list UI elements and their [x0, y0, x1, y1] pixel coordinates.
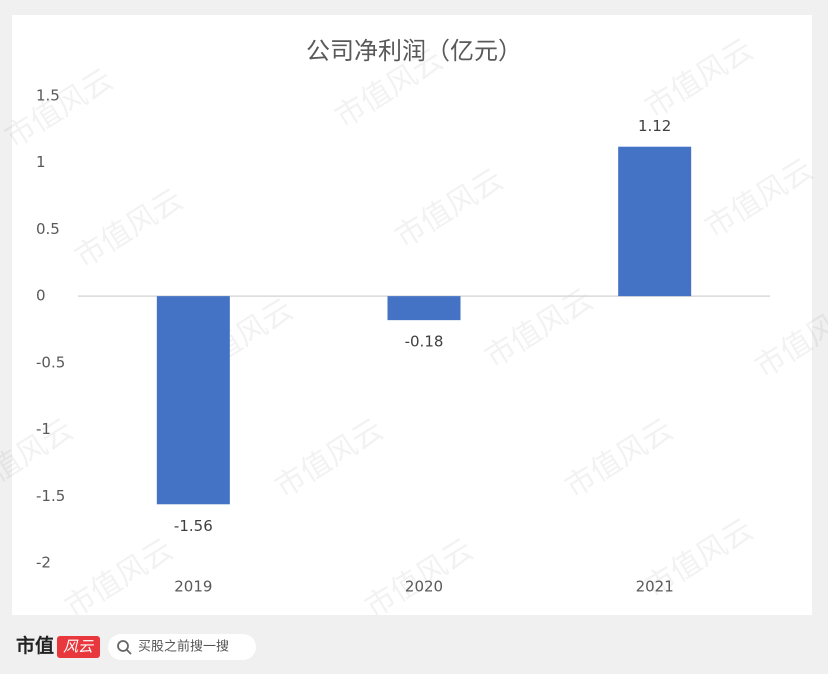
data-label: 1.12: [638, 117, 671, 135]
y-tick-label: 1: [36, 153, 46, 171]
chart-title: 公司净利润（亿元）: [306, 37, 522, 65]
y-tick-label: -1: [36, 420, 51, 438]
bar: [618, 146, 692, 297]
data-label: -0.18: [405, 333, 444, 351]
search-box[interactable]: [108, 634, 256, 660]
search-placeholder: 买股之前搜一搜: [138, 639, 229, 655]
y-tick-label: 0.5: [36, 220, 60, 238]
y-tick-label: -2: [36, 554, 51, 572]
x-tick-label: 2021: [636, 578, 674, 596]
y-tick-label: -0.5: [36, 353, 65, 371]
y-tick-label: -1.5: [36, 487, 65, 505]
search-icon-handle: [126, 649, 132, 655]
plot: -2 -1.5 -1 -0.5 0 0.5 1 1.5 2019 -1.56 2020 -0.18 20…: [36, 87, 770, 596]
logo-badge-bg: [57, 636, 100, 658]
logo-text: 市值: [16, 634, 54, 657]
x-tick-label: 2019: [174, 578, 212, 596]
bar: [387, 296, 461, 321]
x-tick-label: 2020: [405, 578, 443, 596]
y-tick-label: 1.5: [36, 87, 60, 105]
y-tick-label: 0: [36, 287, 46, 305]
data-label: -1.56: [174, 517, 213, 535]
search-icon: [117, 640, 129, 652]
bar: [156, 296, 230, 505]
logo-badge: 风云: [63, 638, 94, 656]
footer: 市值 风云 买股之前搜一搜: [16, 634, 256, 660]
